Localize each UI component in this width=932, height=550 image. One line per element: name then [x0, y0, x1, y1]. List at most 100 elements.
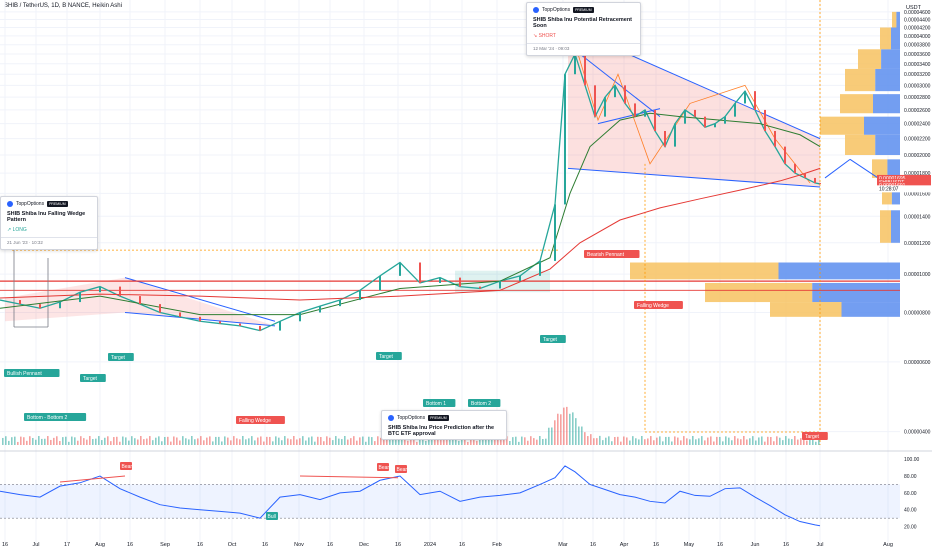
volume-bar-up	[362, 436, 364, 445]
y-tick-label: 0.00001000	[904, 272, 931, 278]
y-tick-label: 0.00003200	[904, 72, 931, 78]
volume-bar-down	[374, 441, 376, 445]
pattern-label-bg	[468, 399, 501, 407]
volume-bar-up	[485, 439, 487, 445]
x-tick-label: Nov	[294, 542, 304, 548]
y-tick-label: 0.00000400	[904, 430, 931, 436]
volume-bar-down	[770, 437, 772, 445]
y-tick-label: 0.00002600	[904, 108, 931, 114]
volume-bar-down	[260, 436, 262, 445]
volume-bar-up	[128, 440, 130, 445]
candle-up	[499, 281, 501, 289]
idea-popup-retracement[interactable]: ToppOptions PREMIUM SHIB Shiba Inu Potent…	[526, 2, 641, 56]
volume-bar-down	[53, 437, 55, 445]
volume-bar-up	[41, 438, 43, 445]
candle-down	[794, 163, 796, 174]
volume-bar-up	[32, 438, 34, 445]
volume-bar-up	[578, 426, 580, 445]
volume-profile-bar-down	[891, 182, 900, 205]
volume-profile-bar-up	[705, 282, 813, 303]
candle-up	[734, 103, 736, 117]
volume-bar-down	[83, 438, 85, 445]
x-tick-label: 16	[327, 542, 333, 548]
volume-bar-up	[731, 440, 733, 445]
volume-bar-up	[95, 438, 97, 445]
volume-bar-down	[473, 437, 475, 445]
candle-down	[774, 130, 776, 147]
rsi-y-tick-label: 100.00	[904, 457, 920, 463]
volume-bar-down	[47, 436, 49, 445]
volume-bar-down	[443, 438, 445, 445]
volume-bar-up	[185, 438, 187, 445]
pattern-label: Bottom 1	[426, 401, 446, 407]
idea-popup-falling-wedge[interactable]: ToppOptions PREMIUM SHIB Shiba Inu Fallin…	[0, 196, 98, 250]
volume-profile-bar-up	[630, 262, 779, 280]
volume-bar-up	[722, 441, 724, 445]
volume-bar-down	[596, 438, 598, 445]
volume-bar-down	[674, 436, 676, 445]
trend-line	[124, 277, 276, 322]
volume-bar-down	[386, 436, 388, 445]
divergence-line	[299, 475, 399, 479]
rsi-y-tick-label: 40.00	[904, 508, 917, 514]
volume-bar-down	[800, 438, 802, 445]
volume-bar-up	[191, 436, 193, 445]
rsi-signal-label: Bear	[122, 464, 133, 470]
volume-profile-bar-down	[873, 94, 900, 114]
volume-profile-bar-down	[891, 27, 900, 50]
idea-popup-btc-etf[interactable]: ToppOptions PREMIUM SHIB Shiba Inu Price …	[381, 410, 507, 440]
volume-bar-up	[719, 436, 721, 445]
volume-bar-up	[425, 440, 427, 445]
rsi-label-bg	[266, 512, 278, 520]
x-tick-label: 16	[2, 542, 8, 548]
volume-profile-bar-up	[880, 27, 891, 50]
volume-bar-up	[761, 436, 763, 445]
volume-bar-up	[728, 437, 730, 445]
candle-up	[379, 275, 381, 291]
y-tick-label: 0.00003800	[904, 43, 931, 49]
x-tick-label: Apr	[620, 542, 629, 548]
volume-bar-up	[602, 440, 604, 445]
volume-profile-bar-up	[858, 49, 882, 69]
pattern-label: Falling Wedge	[239, 418, 271, 424]
popup-title: SHIB Shiba Inu Price Prediction after th…	[388, 425, 495, 437]
volume-bar-down	[464, 436, 466, 445]
volume-bar-up	[188, 439, 190, 445]
y-tick-label: 0.00001600	[904, 191, 931, 197]
volume-bar-up	[479, 436, 481, 445]
volume-bar-up	[245, 439, 247, 445]
volume-bar-down	[176, 437, 178, 445]
volume-profile-bar-up	[880, 210, 891, 243]
volume-bar-down	[557, 413, 559, 445]
volume-bar-down	[656, 437, 658, 445]
volume-bar-down	[476, 440, 478, 445]
candle-down	[239, 323, 241, 326]
volume-bar-down	[257, 437, 259, 445]
series-line-price	[0, 52, 821, 332]
volume-bar-up	[242, 436, 244, 445]
brand-logo-icon	[388, 415, 394, 421]
volume-bar-down	[446, 436, 448, 445]
volume-bar-up	[389, 438, 391, 445]
volume-bar-up	[152, 440, 154, 445]
volume-profile-bar-up	[882, 182, 892, 205]
volume-bar-down	[794, 436, 796, 445]
volume-bar-down	[77, 440, 79, 445]
volume-bar-down	[29, 436, 31, 445]
candle-up	[539, 260, 541, 276]
volume-bar-down	[86, 439, 88, 445]
pattern-label-bg	[4, 369, 60, 377]
y-tick-label: 0.00002400	[904, 122, 931, 128]
volume-bar-up	[548, 427, 550, 445]
volume-bar-down	[263, 441, 265, 445]
volume-bar-down	[377, 436, 379, 445]
volume-bar-up	[65, 436, 67, 445]
volume-bar-down	[206, 437, 208, 445]
volume-bar-up	[809, 437, 811, 445]
candle-up	[399, 262, 401, 276]
volume-profile-bar-down	[881, 49, 900, 69]
pattern-label-bg	[80, 374, 106, 382]
volume-bar-up	[449, 439, 451, 445]
volume-bar-down	[680, 440, 682, 445]
